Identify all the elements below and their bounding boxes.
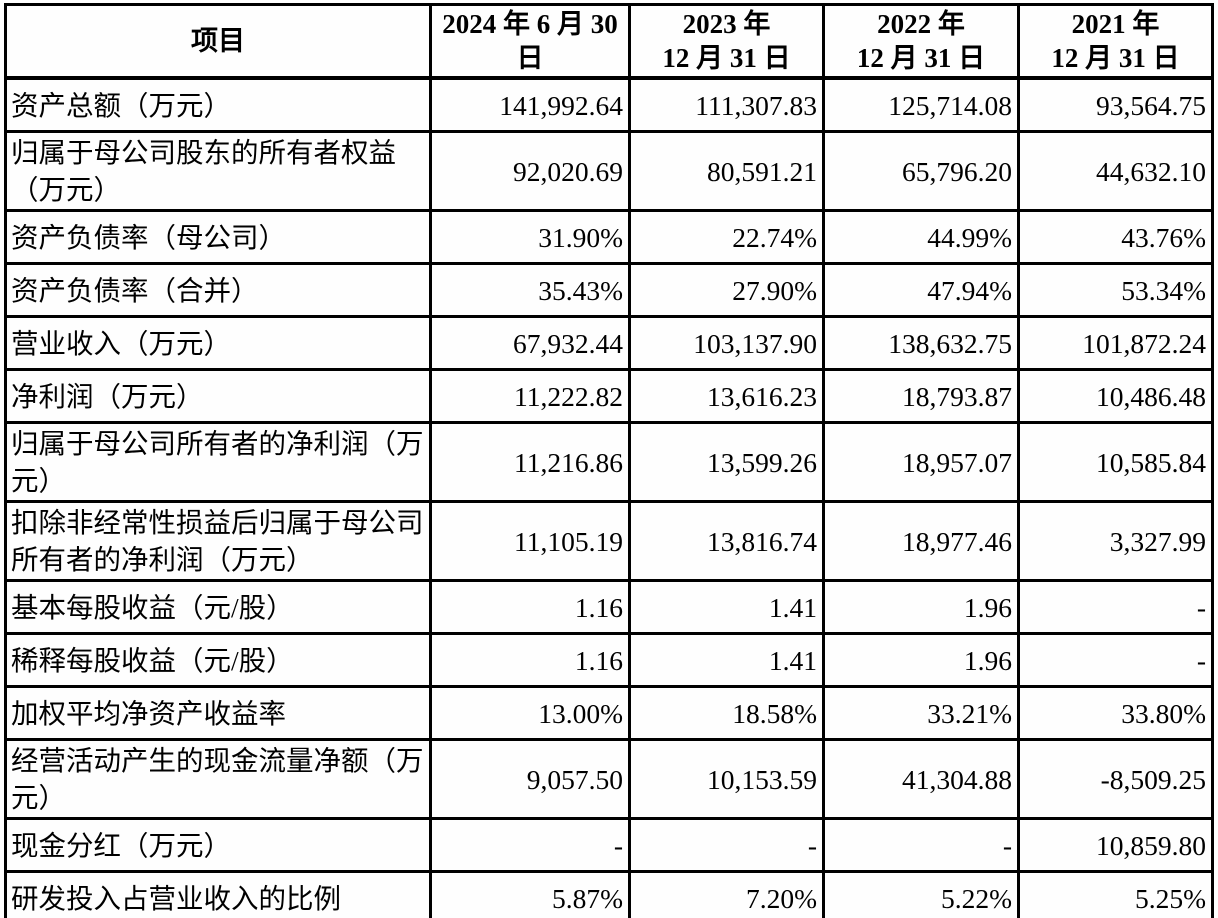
value-cell-2024: 11,105.19: [429, 500, 631, 582]
value-cell-2024: 141,992.64: [429, 76, 631, 133]
value-cell-2022: 5.22%: [822, 870, 1020, 918]
value-cell-2024: 31.90%: [429, 209, 631, 265]
table-header: 项目 2024 年 6 月 30 日 2023 年 12 月 31 日 2022…: [4, 3, 1214, 80]
value-cell-2021: 5.25%: [1017, 870, 1214, 918]
value-cell-2021: -8,509.25: [1017, 738, 1214, 820]
row-label: 现金分红（万元）: [4, 817, 432, 873]
value-cell-2024: 92,020.69: [429, 130, 631, 212]
value-cell-2023: 18.58%: [628, 685, 825, 741]
value-cell-2022: 44.99%: [822, 209, 1020, 265]
value-cell-2023: 13,816.74: [628, 500, 825, 582]
row-label: 研发投入占营业收入的比例: [4, 870, 432, 918]
row-label: 净利润（万元）: [4, 368, 432, 424]
value-cell-2024: 13.00%: [429, 685, 631, 741]
value-cell-2022: 41,304.88: [822, 738, 1020, 820]
value-cell-2021: 43.76%: [1017, 209, 1214, 265]
table-row: 归属于母公司股东的所有者权益（万元） 92,020.69 80,591.21 6…: [4, 130, 1214, 212]
financial-summary-table: 项目 2024 年 6 月 30 日 2023 年 12 月 31 日 2022…: [4, 3, 1214, 918]
table-row: 现金分红（万元） - - - 10,859.80: [4, 817, 1214, 873]
value-cell-2023: 103,137.90: [628, 315, 825, 371]
value-cell-2022: 125,714.08: [822, 76, 1020, 133]
table-row: 归属于母公司所有者的净利润（万元） 11,216.86 13,599.26 18…: [4, 421, 1214, 503]
value-cell-2021: 33.80%: [1017, 685, 1214, 741]
value-cell-2024: 11,216.86: [429, 421, 631, 503]
value-cell-2021: 44,632.10: [1017, 130, 1214, 212]
table-row: 研发投入占营业收入的比例 5.87% 7.20% 5.22% 5.25%: [4, 870, 1214, 918]
row-label: 扣除非经常性损益后归属于母公司所有者的净利润（万元）: [4, 500, 432, 582]
row-label: 资产负债率（母公司）: [4, 209, 432, 265]
value-cell-2024: 1.16: [429, 632, 631, 688]
value-cell-2022: 18,957.07: [822, 421, 1020, 503]
value-cell-2023: 80,591.21: [628, 130, 825, 212]
table-row: 加权平均净资产收益率 13.00% 18.58% 33.21% 33.80%: [4, 685, 1214, 741]
row-label: 基本每股收益（元/股）: [4, 579, 432, 635]
value-cell-2022: 1.96: [822, 579, 1020, 635]
row-label: 归属于母公司所有者的净利润（万元）: [4, 421, 432, 503]
value-cell-2022: 1.96: [822, 632, 1020, 688]
value-cell-2022: 33.21%: [822, 685, 1020, 741]
table-row: 基本每股收益（元/股） 1.16 1.41 1.96 -: [4, 579, 1214, 635]
value-cell-2023: 22.74%: [628, 209, 825, 265]
value-cell-2022: 18,793.87: [822, 368, 1020, 424]
row-label: 营业收入（万元）: [4, 315, 432, 371]
value-cell-2023: 13,599.26: [628, 421, 825, 503]
value-cell-2023: 10,153.59: [628, 738, 825, 820]
column-header-2022-12-31: 2022 年 12 月 31 日: [822, 3, 1020, 80]
value-cell-2023: 27.90%: [628, 262, 825, 318]
table-row: 经营活动产生的现金流量净额（万元） 9,057.50 10,153.59 41,…: [4, 738, 1214, 820]
value-cell-2021: 10,486.48: [1017, 368, 1214, 424]
column-header-item: 项目: [4, 3, 432, 80]
row-label: 归属于母公司股东的所有者权益（万元）: [4, 130, 432, 212]
value-cell-2023: 13,616.23: [628, 368, 825, 424]
value-cell-2023: -: [628, 817, 825, 873]
value-cell-2023: 111,307.83: [628, 76, 825, 133]
column-header-2023-12-31: 2023 年 12 月 31 日: [628, 3, 825, 80]
value-cell-2021: 3,327.99: [1017, 500, 1214, 582]
table-row: 稀释每股收益（元/股） 1.16 1.41 1.96 -: [4, 632, 1214, 688]
column-header-2024-06-30: 2024 年 6 月 30 日: [429, 3, 631, 80]
value-cell-2021: 93,564.75: [1017, 76, 1214, 133]
value-cell-2022: 138,632.75: [822, 315, 1020, 371]
value-cell-2022: 47.94%: [822, 262, 1020, 318]
value-cell-2024: 9,057.50: [429, 738, 631, 820]
value-cell-2024: 11,222.82: [429, 368, 631, 424]
value-cell-2024: 1.16: [429, 579, 631, 635]
value-cell-2021: 10,585.84: [1017, 421, 1214, 503]
value-cell-2021: -: [1017, 579, 1214, 635]
row-label: 资产总额（万元）: [4, 76, 432, 133]
row-label: 资产负债率（合并）: [4, 262, 432, 318]
value-cell-2024: 5.87%: [429, 870, 631, 918]
row-label: 稀释每股收益（元/股）: [4, 632, 432, 688]
table-row: 资产负债率（母公司） 31.90% 22.74% 44.99% 43.76%: [4, 209, 1214, 265]
value-cell-2021: 10,859.80: [1017, 817, 1214, 873]
row-label: 加权平均净资产收益率: [4, 685, 432, 741]
table-row: 净利润（万元） 11,222.82 13,616.23 18,793.87 10…: [4, 368, 1214, 424]
table-row: 资产负债率（合并） 35.43% 27.90% 47.94% 53.34%: [4, 262, 1214, 318]
value-cell-2023: 1.41: [628, 632, 825, 688]
table-row: 营业收入（万元） 67,932.44 103,137.90 138,632.75…: [4, 315, 1214, 371]
value-cell-2023: 7.20%: [628, 870, 825, 918]
value-cell-2024: 67,932.44: [429, 315, 631, 371]
value-cell-2021: -: [1017, 632, 1214, 688]
value-cell-2022: -: [822, 817, 1020, 873]
table-row: 扣除非经常性损益后归属于母公司所有者的净利润（万元） 11,105.19 13,…: [4, 500, 1214, 582]
header-row: 项目 2024 年 6 月 30 日 2023 年 12 月 31 日 2022…: [4, 3, 1214, 80]
column-header-2021-12-31: 2021 年 12 月 31 日: [1017, 3, 1214, 80]
value-cell-2022: 18,977.46: [822, 500, 1020, 582]
value-cell-2024: -: [429, 817, 631, 873]
table-row: 资产总额（万元） 141,992.64 111,307.83 125,714.0…: [4, 76, 1214, 133]
value-cell-2021: 53.34%: [1017, 262, 1214, 318]
value-cell-2023: 1.41: [628, 579, 825, 635]
table-body: 资产总额（万元） 141,992.64 111,307.83 125,714.0…: [4, 76, 1214, 918]
value-cell-2022: 65,796.20: [822, 130, 1020, 212]
value-cell-2024: 35.43%: [429, 262, 631, 318]
row-label: 经营活动产生的现金流量净额（万元）: [4, 738, 432, 820]
value-cell-2021: 101,872.24: [1017, 315, 1214, 371]
